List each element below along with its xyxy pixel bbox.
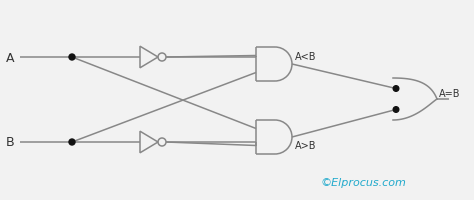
Text: B: B xyxy=(6,136,15,149)
Text: A>B: A>B xyxy=(295,140,317,150)
Text: A: A xyxy=(6,51,15,64)
Circle shape xyxy=(393,86,399,92)
Circle shape xyxy=(393,107,399,113)
Text: ©Elprocus.com: ©Elprocus.com xyxy=(320,177,406,187)
Circle shape xyxy=(69,139,75,145)
Circle shape xyxy=(69,55,75,61)
Text: A=B: A=B xyxy=(439,89,461,99)
Text: A<B: A<B xyxy=(295,52,317,62)
